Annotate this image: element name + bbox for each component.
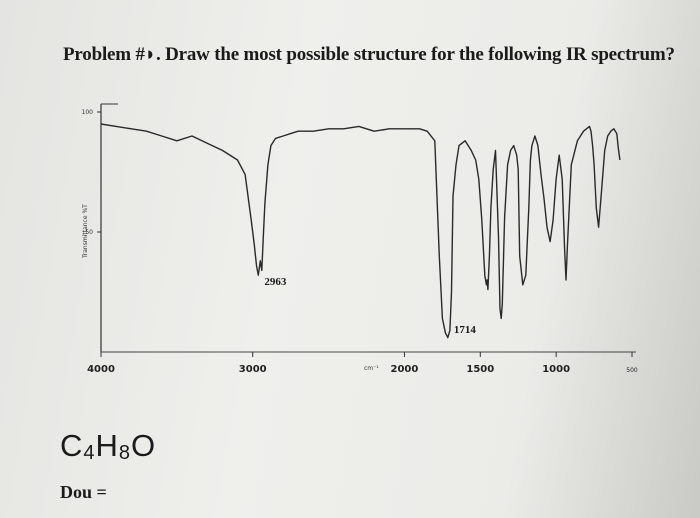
y-tick-label-100: 100	[82, 109, 94, 116]
y-tick-label-50: 50	[85, 229, 93, 236]
x-tick-label-3000: 3000	[239, 364, 267, 375]
x-tick-label-500: 500	[626, 367, 638, 374]
x-unit-label: cm⁻¹	[364, 365, 379, 372]
x-tick-label-1500: 1500	[466, 364, 494, 375]
peak-label-2963: 2963	[264, 276, 287, 288]
peak-label-1714: 1714	[454, 324, 477, 336]
problem-title: Problem #◗. Draw the most possible struc…	[63, 44, 675, 65]
x-tick-label-2000: 2000	[391, 364, 419, 375]
y-axis-title: Transmittance %T	[82, 204, 89, 259]
spectrum-line	[100, 123, 621, 339]
axis-tick-labels: 4000 3000 2000 1500 1000 500 100 50	[82, 109, 638, 375]
peak-annotations: 2963 1714	[264, 276, 476, 336]
x-tick-label-4000: 4000	[87, 364, 115, 375]
axis-ticks	[97, 111, 633, 357]
molecular-formula: C4H8O	[60, 428, 157, 464]
dou-label: Dou =	[60, 482, 107, 502]
x-tick-label-1000: 1000	[542, 364, 570, 375]
